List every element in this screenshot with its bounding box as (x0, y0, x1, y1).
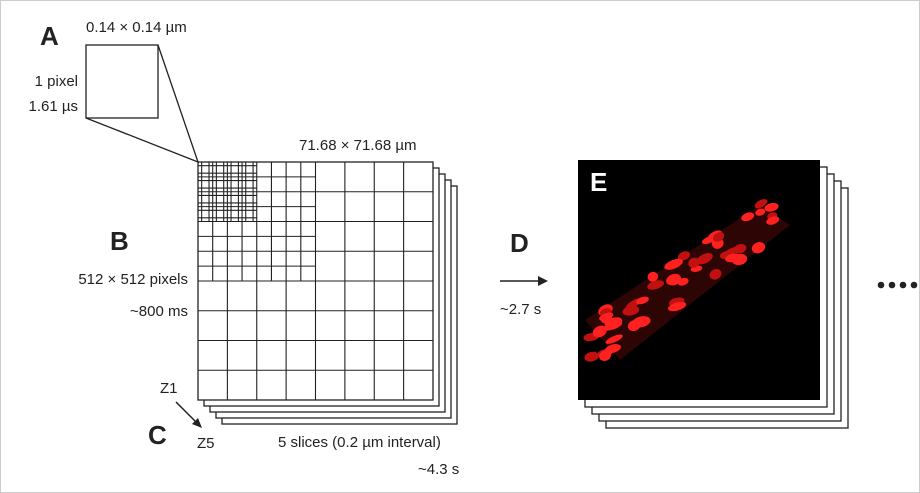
z-start: Z1 (160, 380, 178, 397)
frame-time: ~800 ms (130, 303, 188, 320)
z-end: Z5 (197, 435, 215, 452)
dot (911, 282, 918, 289)
dot (900, 282, 907, 289)
stack-time: ~4.3 s (418, 461, 459, 478)
figure: A 0.14 × 0.14 µm 1 pixel 1.61 µs 71.68 ×… (0, 0, 920, 493)
panel-label: D (510, 228, 529, 258)
panel-label: A (40, 21, 59, 51)
dot (889, 282, 896, 289)
slices-label: 5 slices (0.2 µm interval) (278, 434, 441, 451)
panel-label: C (148, 420, 167, 450)
pixel-label: 1 pixel (35, 73, 78, 90)
panel-label: E (590, 167, 607, 197)
pixel-size: 0.14 × 0.14 µm (86, 19, 187, 36)
field-size: 71.68 × 71.68 µm (299, 137, 416, 154)
pixel-time: 1.61 µs (28, 98, 78, 115)
pixel-grid (198, 162, 433, 400)
fluorescence-image (578, 160, 820, 400)
frame-pixels: 512 × 512 pixels (78, 271, 188, 288)
pixel-square (86, 45, 158, 118)
dot (878, 282, 885, 289)
transfer-time: ~2.7 s (500, 301, 541, 318)
panel-label: B (110, 226, 129, 256)
